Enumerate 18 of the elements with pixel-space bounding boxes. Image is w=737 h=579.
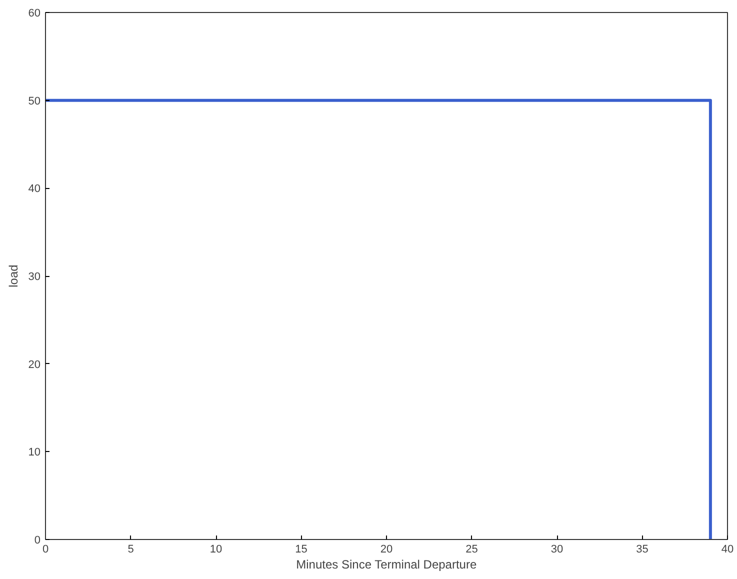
x-tick-label: 15 <box>295 544 308 556</box>
y-tick-label: 50 <box>28 95 41 108</box>
y-tick-label: 60 <box>28 8 41 20</box>
y-axis-title: load <box>6 264 20 288</box>
x-tick-label: 35 <box>636 544 648 556</box>
y-tick-label: 30 <box>28 271 41 283</box>
y-tick-label: 20 <box>28 358 41 371</box>
x-axis-title: Minutes Since Terminal Departure <box>296 558 477 572</box>
y-tick-label: 0 <box>34 534 41 546</box>
x-tick-label: 20 <box>380 544 393 556</box>
x-tick-label: 40 <box>721 544 734 556</box>
x-tick-label: 0 <box>42 544 49 556</box>
x-tick-label: 10 <box>210 544 222 556</box>
y-tick-label: 40 <box>28 183 41 196</box>
y-tick-label: 10 <box>28 446 41 459</box>
x-tick-label: 5 <box>128 544 134 556</box>
x-tick-label: 25 <box>466 544 478 556</box>
x-tick-label: 30 <box>550 544 564 556</box>
